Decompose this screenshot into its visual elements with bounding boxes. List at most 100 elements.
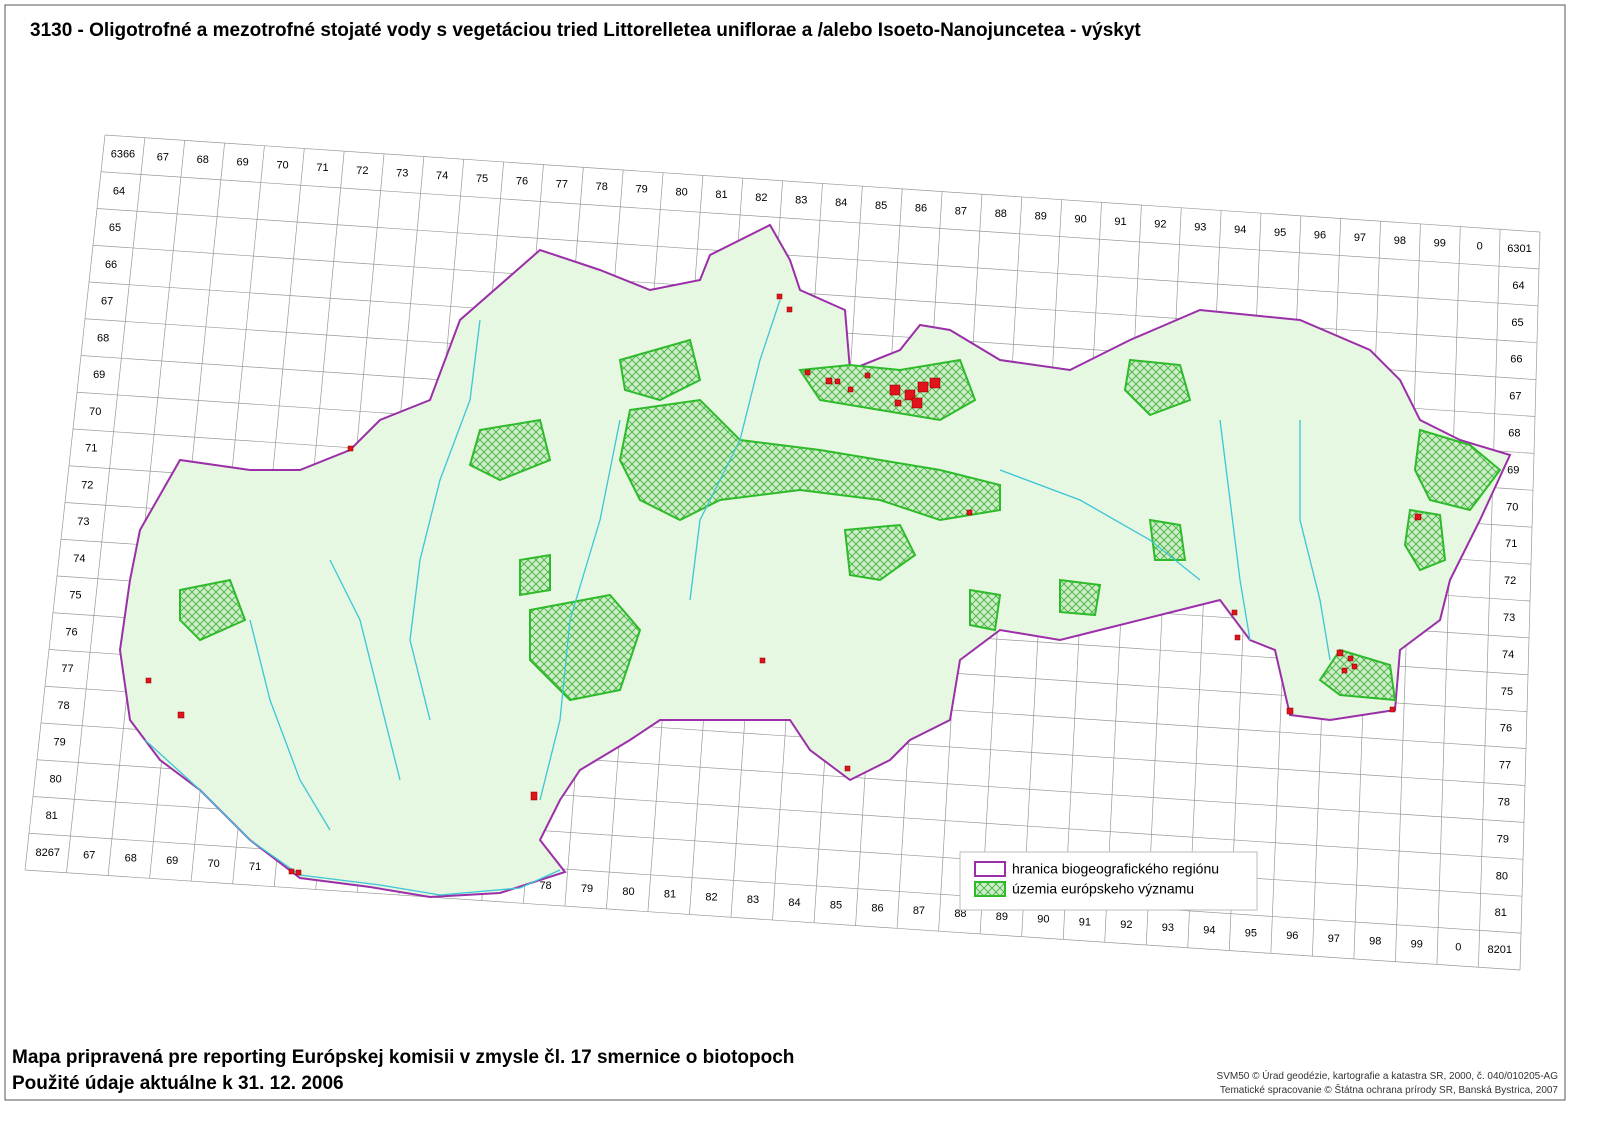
credit: Tematické spracovanie © Štátna ochrana p… xyxy=(1220,1083,1559,1096)
grid-label: 75 xyxy=(1501,686,1513,698)
grid-label: 96 xyxy=(1286,930,1298,942)
grid-label: 6366 xyxy=(111,149,135,161)
grid-label: 78 xyxy=(596,181,608,193)
grid-line xyxy=(96,208,1539,307)
grid-label: 79 xyxy=(636,184,648,196)
grid-label: 86 xyxy=(871,902,883,914)
grid-label: 94 xyxy=(1234,224,1246,236)
grid-label: 8201 xyxy=(1488,944,1512,956)
grid-label: 77 xyxy=(61,663,73,675)
grid-label: 99 xyxy=(1411,939,1423,951)
credit: SVM50 © Úrad geodézie, kartografie a kat… xyxy=(1217,1069,1559,1082)
grid-label: 92 xyxy=(1120,919,1132,931)
legend-item: hranica biogeografického regiónu xyxy=(1012,861,1219,877)
region-outline xyxy=(118,223,1512,899)
grid-label: 85 xyxy=(830,900,842,912)
grid-label: 72 xyxy=(81,479,93,491)
grid-label: 68 xyxy=(97,332,109,344)
grid-label: 74 xyxy=(1502,649,1514,661)
grid-label: 67 xyxy=(101,296,113,308)
grid-label: 81 xyxy=(715,189,727,201)
rivers xyxy=(144,299,1331,896)
grid-label: 73 xyxy=(77,516,89,528)
grid-label: 65 xyxy=(1511,317,1523,329)
grid-label: 71 xyxy=(1505,538,1517,550)
grid-label: 68 xyxy=(125,852,137,864)
grid-label: 93 xyxy=(1194,221,1206,233)
grid-label: 67 xyxy=(157,151,169,163)
grid-label: 73 xyxy=(396,168,408,180)
grid-label: 95 xyxy=(1245,927,1257,939)
grid-line xyxy=(24,869,1521,971)
map-title: 3130 - Oligotrofné a mezotrofné stojaté … xyxy=(30,20,1141,41)
grid-label: 98 xyxy=(1394,235,1406,247)
grid-label: 80 xyxy=(675,186,687,198)
grid-label: 86 xyxy=(915,203,927,215)
grid-label: 77 xyxy=(556,178,568,190)
grid-label: 85 xyxy=(875,200,887,212)
grid-label: 70 xyxy=(208,858,220,870)
grid-label: 72 xyxy=(1504,575,1516,587)
grid-label: 64 xyxy=(1512,280,1524,292)
occurrences xyxy=(145,293,1422,876)
grid-label: 79 xyxy=(581,883,593,895)
grid-label: 76 xyxy=(1500,723,1512,735)
grid-label: 88 xyxy=(995,208,1007,220)
grid-label: 76 xyxy=(516,176,528,188)
grid-label: 0 xyxy=(1455,941,1461,953)
grid-label: 79 xyxy=(53,737,65,749)
grid-label: 64 xyxy=(113,185,125,197)
grid-label: 84 xyxy=(788,897,800,909)
footer-line: Mapa pripravená pre reporting Európskej … xyxy=(12,1047,794,1068)
grid-label: 70 xyxy=(89,406,101,418)
grid-line xyxy=(100,171,1540,270)
grid-label: 69 xyxy=(1507,464,1519,476)
grid-line xyxy=(104,134,1541,233)
grid-label: 87 xyxy=(955,205,967,217)
grid-label: 73 xyxy=(1503,612,1515,624)
grid-label: 0 xyxy=(1477,240,1483,252)
grid-label: 81 xyxy=(664,889,676,901)
grid-label: 78 xyxy=(539,880,551,892)
grid-label: 89 xyxy=(1035,211,1047,223)
frame xyxy=(4,4,1566,1101)
grid-label: 98 xyxy=(1369,936,1381,948)
grid-label: 88 xyxy=(954,908,966,920)
grid-label: 83 xyxy=(747,894,759,906)
grid-label: 76 xyxy=(65,626,77,638)
grid-label: 70 xyxy=(1506,501,1518,513)
grid-label: 78 xyxy=(1498,796,1510,808)
grid-label: 68 xyxy=(1508,427,1520,439)
grid-label: 99 xyxy=(1434,238,1446,250)
grid-label: 67 xyxy=(83,850,95,862)
grid-label: 66 xyxy=(1510,354,1522,366)
grid-label: 97 xyxy=(1328,933,1340,945)
grid-label: 77 xyxy=(1499,760,1511,772)
grid-label: 71 xyxy=(249,861,261,873)
grid-label: 96 xyxy=(1314,230,1326,242)
grid-label: 68 xyxy=(197,154,209,166)
grid-label: 81 xyxy=(1495,907,1507,919)
legend-item: územia európskeho významu xyxy=(1012,881,1194,897)
grid-label: 8267 xyxy=(36,847,60,859)
grid-label: 66 xyxy=(105,259,117,271)
grid-label: 81 xyxy=(46,810,58,822)
grid-label: 91 xyxy=(1114,216,1126,228)
grid-label: 75 xyxy=(69,590,81,602)
grid-label: 80 xyxy=(1496,870,1508,882)
grid-line xyxy=(28,832,1522,934)
grid-label: 82 xyxy=(755,192,767,204)
grid-label: 71 xyxy=(85,443,97,455)
grid-label: 94 xyxy=(1203,925,1215,937)
grid-label: 78 xyxy=(57,700,69,712)
grid-label: 69 xyxy=(93,369,105,381)
legend: hranica biogeografického regiónu územia … xyxy=(959,851,1258,911)
grid-label: 89 xyxy=(996,911,1008,923)
grid-label: 65 xyxy=(109,222,121,234)
grid-label: 91 xyxy=(1079,916,1091,928)
grid-label: 69 xyxy=(166,855,178,867)
grid-label: 84 xyxy=(835,197,847,209)
grid-label: 75 xyxy=(476,173,488,185)
grid-label: 71 xyxy=(316,162,328,174)
